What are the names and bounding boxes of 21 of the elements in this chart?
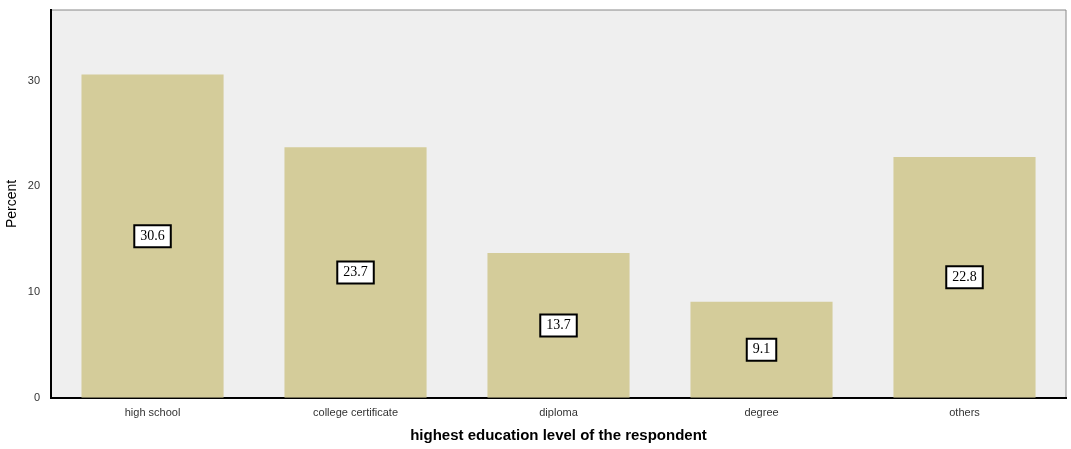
x-tick-label: college certificate [313, 406, 399, 419]
y-tick-label: 0 [33, 390, 41, 403]
data-label: 13.7 [546, 317, 571, 333]
bar [487, 253, 630, 398]
bar [893, 156, 1036, 398]
y-tick-label: 10 [27, 285, 41, 298]
x-tick-label: high school [124, 406, 181, 419]
x-axis-title: highest education level of the respondent [410, 426, 707, 444]
x-tick-label: others [949, 406, 981, 419]
data-label: 30.6 [140, 227, 165, 243]
y-tick-label: 20 [27, 179, 41, 192]
x-tick-label: degree [744, 406, 779, 419]
bar [284, 147, 427, 398]
bar [690, 301, 833, 398]
y-tick-label: 30 [27, 73, 41, 86]
y-axis-title: Percent [3, 179, 20, 229]
data-label: 9.1 [752, 341, 771, 357]
data-label: 23.7 [343, 264, 368, 280]
x-tick-label: diploma [539, 406, 579, 419]
bar [81, 74, 224, 398]
data-label: 22.8 [952, 269, 977, 285]
